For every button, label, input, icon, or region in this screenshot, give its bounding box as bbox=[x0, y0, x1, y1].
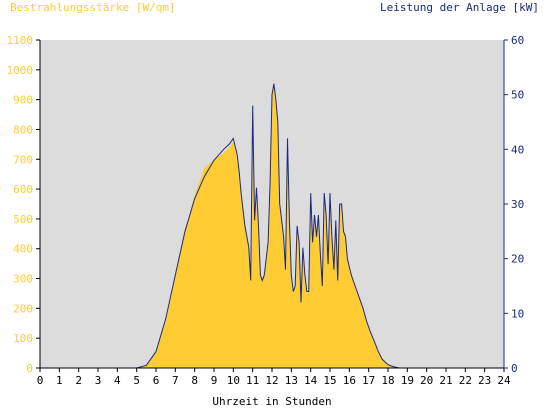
y-left-tick-label: 0 bbox=[26, 362, 33, 375]
x-tick-label: 4 bbox=[114, 374, 121, 387]
x-tick-label: 10 bbox=[227, 374, 240, 387]
y-left-tick-label: 200 bbox=[13, 302, 33, 315]
x-tick-label: 22 bbox=[459, 374, 472, 387]
x-tick-label: 17 bbox=[362, 374, 375, 387]
x-tick-label: 18 bbox=[381, 374, 394, 387]
x-tick-label: 12 bbox=[265, 374, 278, 387]
x-tick-label: 3 bbox=[95, 374, 102, 387]
y-right-tick-label: 0 bbox=[511, 362, 518, 375]
x-tick-label: 6 bbox=[153, 374, 160, 387]
x-tick-label: 11 bbox=[246, 374, 259, 387]
y-left-tick-label: 100 bbox=[13, 332, 33, 345]
x-tick-label: 16 bbox=[343, 374, 356, 387]
power-line bbox=[40, 83, 504, 369]
y-right-tick-label: 50 bbox=[511, 89, 524, 102]
x-tick-label: 9 bbox=[211, 374, 218, 387]
y-left-tick-label: 300 bbox=[13, 273, 33, 286]
y-left-tick-label: 800 bbox=[13, 123, 33, 136]
x-tick-label: 23 bbox=[478, 374, 491, 387]
y-right-tick-label: 10 bbox=[511, 307, 524, 320]
y-left-tick-label: 900 bbox=[13, 94, 33, 107]
y-right-tick-label: 60 bbox=[511, 34, 524, 47]
x-tick-label: 21 bbox=[439, 374, 452, 387]
x-tick-label: 20 bbox=[420, 374, 433, 387]
x-tick-label: 24 bbox=[497, 374, 511, 387]
x-tick-label: 5 bbox=[133, 374, 140, 387]
y-left-tick-label: 700 bbox=[13, 153, 33, 166]
y-left-tick-label: 600 bbox=[13, 183, 33, 196]
x-tick-label: 14 bbox=[304, 374, 318, 387]
y-right-tick-label: 30 bbox=[511, 198, 524, 211]
x-tick-label: 1 bbox=[56, 374, 63, 387]
x-axis-title: Uhrzeit in Stunden bbox=[212, 395, 331, 408]
x-tick-label: 2 bbox=[75, 374, 82, 387]
x-tick-label: 13 bbox=[285, 374, 298, 387]
x-tick-label: 15 bbox=[323, 374, 336, 387]
irradiance-area bbox=[40, 81, 504, 368]
x-tick-label: 8 bbox=[191, 374, 198, 387]
y-left-tick-label: 400 bbox=[13, 243, 33, 256]
left-axis-title: Bestrahlungsstärke [W/qm] bbox=[10, 1, 176, 14]
x-tick-label: 0 bbox=[37, 374, 44, 387]
y-left-tick-label: 1100 bbox=[7, 34, 34, 47]
y-left-tick-label: 500 bbox=[13, 213, 33, 226]
x-tick-label: 19 bbox=[401, 374, 414, 387]
y-right-tick-label: 20 bbox=[511, 253, 524, 266]
right-axis-title: Leistung der Anlage [kW] bbox=[380, 1, 539, 14]
y-right-tick-label: 40 bbox=[511, 143, 524, 156]
y-left-tick-label: 1000 bbox=[7, 64, 34, 77]
x-tick-label: 7 bbox=[172, 374, 179, 387]
